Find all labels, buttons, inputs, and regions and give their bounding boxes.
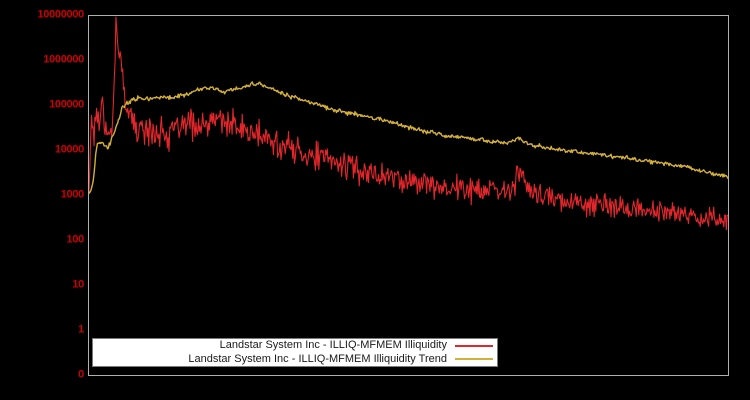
- legend-swatch-illiquidity-trend: [455, 358, 493, 361]
- legend-item-illiquidity: Landstar System Inc - ILLIQ-MFMEM Illiqu…: [93, 339, 497, 353]
- y-axis-tick-0: 0: [78, 368, 84, 381]
- y-axis-tick-10: 10: [72, 278, 84, 291]
- plot-area: [88, 15, 729, 376]
- y-axis-tick-10000000: 10000000: [37, 8, 84, 21]
- series-line: [89, 16, 728, 231]
- y-axis-tick-100000: 100000: [49, 98, 84, 111]
- y-axis-tick-labels: 10000000 1000000 100000 10000 1000 100 10 1 0: [0, 0, 84, 400]
- y-axis-tick-1: 1: [78, 323, 84, 336]
- legend-item-illiquidity-trend: Landstar System Inc - ILLIQ-MFMEM Illiqu…: [93, 353, 497, 367]
- legend-label-illiquidity-trend: Landstar System Inc - ILLIQ-MFMEM Illiqu…: [188, 352, 447, 365]
- y-axis-tick-10000: 10000: [54, 143, 84, 156]
- legend-label-illiquidity: Landstar System Inc - ILLIQ-MFMEM Illiqu…: [219, 339, 447, 352]
- chart-svg: [89, 16, 728, 231]
- y-axis-tick-1000000: 1000000: [43, 53, 84, 66]
- legend-swatch-illiquidity: [455, 344, 493, 347]
- chart-legend: Landstar System Inc - ILLIQ-MFMEM Illiqu…: [92, 338, 498, 367]
- y-axis-tick-1000: 1000: [60, 188, 85, 201]
- series-line: [89, 81, 728, 195]
- y-axis-tick-100: 100: [66, 233, 85, 246]
